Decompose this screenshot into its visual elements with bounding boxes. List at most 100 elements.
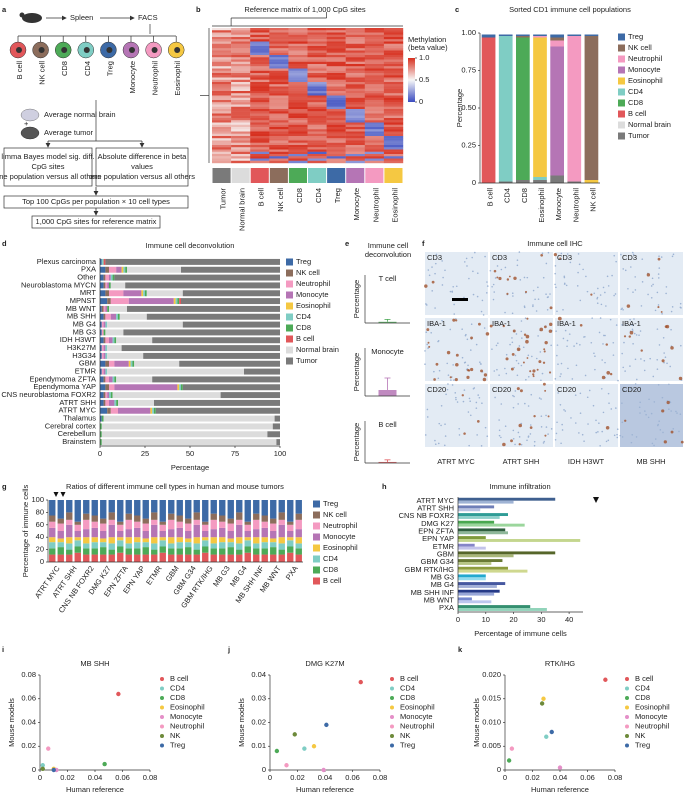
bar	[458, 569, 528, 573]
category-label: PXA	[439, 603, 454, 612]
stain	[485, 332, 490, 336]
bar-segment	[103, 274, 106, 281]
bar-segment	[533, 177, 547, 180]
bar	[458, 554, 514, 558]
bar-segment	[550, 46, 564, 176]
heatmap-cell	[250, 142, 270, 146]
heatmap-cell	[364, 109, 385, 112]
x-tick-label: 0.08	[143, 773, 158, 782]
nucleus	[679, 306, 682, 309]
stain	[542, 382, 546, 386]
stain	[480, 369, 483, 373]
bar-segment	[270, 500, 277, 519]
cell-label: Neutrophil	[151, 61, 160, 96]
bar-segment	[105, 266, 109, 273]
column-color	[346, 168, 365, 183]
nucleus	[593, 352, 595, 355]
x-tick-label: 0.06	[345, 773, 360, 782]
heatmap-cell	[231, 122, 251, 125]
bar-segment	[108, 549, 115, 555]
nucleus	[463, 261, 466, 263]
y-tick-label: 0.75	[461, 65, 476, 74]
heatmap-cell	[231, 43, 251, 47]
nucleus	[442, 276, 444, 279]
heatmap-cell	[345, 59, 365, 62]
bar-segment	[125, 529, 132, 538]
heatmap-cell	[288, 30, 308, 33]
nucleus	[505, 372, 508, 375]
bar-segment	[244, 524, 251, 531]
column-color	[365, 168, 384, 183]
bar-segment	[278, 549, 285, 555]
heatmap-cell	[326, 158, 346, 161]
nucleus	[629, 365, 631, 367]
heatmap-cell	[231, 50, 251, 53]
bar-segment	[109, 360, 115, 367]
stain	[502, 324, 506, 328]
box-text: limma Bayes model sig. diff.	[1, 152, 94, 161]
column-label: CD4	[314, 188, 323, 203]
bar-segment	[49, 500, 56, 516]
nucleus	[458, 434, 461, 436]
heatmap-cell	[345, 129, 365, 132]
nucleus	[521, 337, 523, 339]
bar-segment	[100, 407, 108, 414]
legend-swatch	[390, 705, 394, 710]
bar-segment	[272, 423, 280, 430]
heatmap-cell	[212, 37, 232, 40]
stain	[467, 369, 471, 372]
heatmap-cell	[326, 91, 346, 94]
nucleus	[542, 276, 545, 279]
heatmap-cell	[326, 136, 346, 139]
nucleus	[556, 344, 559, 346]
heatmap-cell	[250, 109, 270, 112]
heatmap-cell	[307, 30, 327, 33]
nucleus	[517, 431, 520, 434]
bar-segment	[109, 337, 113, 344]
bar-segment	[103, 352, 106, 359]
column-color	[308, 168, 327, 183]
heatmap-cell	[212, 127, 232, 130]
stain	[516, 387, 520, 391]
ihc-image	[425, 384, 488, 447]
heatmap-cell	[345, 41, 365, 44]
y-tick-label: 0.03	[251, 694, 266, 703]
column-color	[250, 168, 269, 183]
heatmap-cell	[212, 73, 232, 76]
heatmap-cell	[307, 158, 327, 161]
nucleus	[441, 284, 444, 286]
heatmap-cell	[250, 118, 270, 121]
stain	[557, 316, 562, 321]
heatmap-cell	[345, 46, 365, 49]
heatmap-cell	[364, 118, 385, 121]
bar-segment	[109, 290, 124, 297]
heatmap-cell	[326, 111, 346, 114]
heatmap-cell	[231, 79, 251, 83]
stain	[426, 328, 430, 332]
bar-segment	[182, 384, 280, 391]
category-label: GBM	[437, 549, 454, 558]
stain	[601, 375, 606, 380]
category-label: Eosinophil	[537, 188, 546, 223]
nucleus	[526, 439, 528, 442]
nucleus	[427, 347, 429, 349]
nucleus	[615, 260, 617, 263]
bar-segment	[227, 518, 234, 524]
stain	[525, 334, 530, 339]
significance-marker	[593, 497, 599, 503]
chart-title: Ratios of different immune cell types in…	[66, 482, 284, 491]
heatmap-cell	[345, 158, 365, 161]
heatmap-cell	[231, 115, 251, 119]
heatmap-cell	[269, 79, 289, 83]
heatmap-cell	[269, 55, 289, 58]
legend-swatch	[618, 44, 625, 52]
cell-nucleus	[16, 47, 22, 53]
bar-segment	[109, 384, 115, 391]
heatmap-cell	[383, 30, 404, 33]
heatmap-cell	[212, 64, 232, 67]
bar-segment	[261, 521, 268, 528]
heatmap-cell	[326, 151, 346, 155]
nucleus	[481, 299, 484, 302]
nucleus	[654, 309, 657, 312]
legend-label: Tumor	[296, 356, 318, 365]
